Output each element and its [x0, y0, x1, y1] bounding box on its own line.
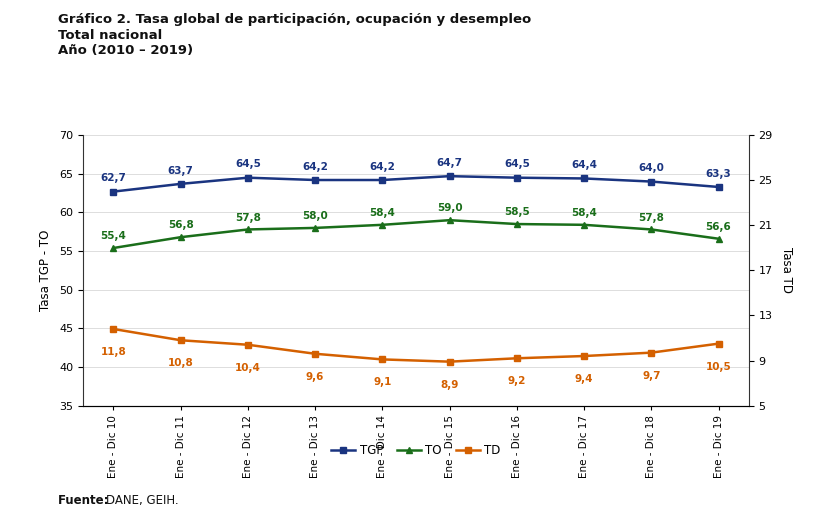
TGP: [378, 177, 388, 183]
TD: [512, 355, 522, 361]
TD: [108, 326, 118, 332]
TO: [243, 226, 253, 232]
Text: 59,0: 59,0: [437, 203, 463, 213]
TD: [176, 337, 186, 343]
Text: 58,4: 58,4: [571, 208, 597, 218]
TD: [243, 342, 253, 348]
Text: 64,5: 64,5: [504, 159, 530, 170]
Text: DANE, GEIH.: DANE, GEIH.: [106, 494, 179, 507]
TO: [378, 222, 388, 228]
Text: 11,8: 11,8: [101, 347, 126, 357]
Text: 64,0: 64,0: [638, 163, 664, 173]
TO: [512, 221, 522, 227]
Text: 57,8: 57,8: [638, 213, 664, 223]
TGP: [444, 173, 454, 179]
Text: 64,2: 64,2: [369, 162, 395, 172]
Text: 64,5: 64,5: [235, 159, 261, 170]
TD: [714, 341, 724, 347]
TD: [444, 358, 454, 365]
Text: 10,4: 10,4: [235, 363, 261, 373]
Text: 55,4: 55,4: [101, 231, 126, 241]
TGP: [579, 175, 589, 181]
Text: 9,4: 9,4: [575, 374, 593, 384]
TGP: [243, 175, 253, 181]
Text: 58,0: 58,0: [302, 211, 328, 221]
Text: 56,8: 56,8: [168, 220, 194, 230]
Text: Año (2010 – 2019): Año (2010 – 2019): [58, 44, 193, 57]
TD: [646, 349, 656, 356]
TD: [579, 353, 589, 359]
Text: 9,1: 9,1: [374, 378, 392, 387]
Text: 9,6: 9,6: [306, 372, 324, 382]
Text: Gráfico 2. Tasa global de participación, ocupación y desempleo: Gráfico 2. Tasa global de participación,…: [58, 13, 532, 26]
TD: [310, 350, 320, 357]
Line: TGP: TGP: [111, 173, 721, 194]
Text: 62,7: 62,7: [101, 173, 126, 183]
Text: 10,8: 10,8: [168, 358, 194, 368]
Text: 58,5: 58,5: [504, 207, 530, 217]
TGP: [714, 184, 724, 190]
TGP: [310, 177, 320, 183]
TGP: [646, 178, 656, 185]
Text: 63,3: 63,3: [706, 168, 731, 179]
Line: TD: TD: [111, 326, 721, 365]
Legend: TGP, TO, TD: TGP, TO, TD: [326, 439, 506, 462]
Text: 63,7: 63,7: [168, 165, 194, 176]
TD: [378, 356, 388, 362]
Text: 58,4: 58,4: [369, 208, 395, 218]
Text: Fuente:: Fuente:: [58, 494, 113, 507]
Y-axis label: Tasa TD: Tasa TD: [780, 248, 793, 293]
Text: 57,8: 57,8: [235, 213, 261, 223]
TO: [176, 234, 186, 240]
TO: [646, 226, 656, 232]
TO: [444, 217, 454, 223]
Y-axis label: Tasa TGP - TO: Tasa TGP - TO: [39, 230, 52, 311]
Text: 9,2: 9,2: [508, 376, 526, 386]
Text: 8,9: 8,9: [440, 380, 458, 389]
TO: [714, 236, 724, 242]
TGP: [512, 175, 522, 181]
Text: 9,7: 9,7: [642, 371, 661, 381]
Text: 64,4: 64,4: [571, 160, 597, 170]
TGP: [176, 181, 186, 187]
TO: [310, 225, 320, 231]
Line: TO: TO: [110, 217, 722, 252]
TO: [579, 222, 589, 228]
Text: 10,5: 10,5: [706, 362, 731, 372]
TO: [108, 245, 118, 251]
Text: 64,2: 64,2: [302, 162, 328, 172]
Text: 56,6: 56,6: [706, 222, 731, 232]
Text: 64,7: 64,7: [437, 158, 463, 168]
TGP: [108, 188, 118, 194]
Text: Total nacional: Total nacional: [58, 29, 162, 42]
